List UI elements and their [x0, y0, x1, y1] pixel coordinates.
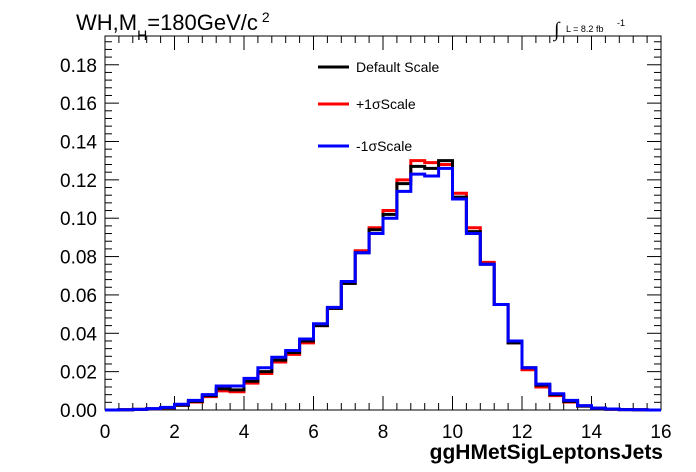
y-tick-label: 0.06 — [60, 286, 97, 307]
y-tick-label: 0.04 — [60, 324, 97, 345]
lumi-annotation: ∫ L = 8.2 fb -1 — [552, 18, 625, 42]
lumi-label: L = 8.2 fb — [566, 24, 603, 34]
plot-title: WH,MH=180GeV/c 2 — [76, 9, 270, 43]
title-prefix: WH,M — [76, 10, 137, 35]
legend-label: Default Scale — [356, 59, 439, 75]
series-line-2 — [105, 166, 661, 412]
x-axis-label: ggHMetSigLeptonsJets — [430, 441, 663, 464]
title-suffix: =180GeV/c — [147, 10, 258, 35]
series-group — [105, 159, 661, 412]
x-tick-label: 12 — [511, 422, 532, 443]
lumi-superscript: -1 — [617, 18, 625, 28]
y-tick-label: 0.14 — [60, 132, 97, 153]
series-line-0 — [105, 159, 661, 412]
x-tick-label: 0 — [100, 422, 111, 443]
y-tick-label: 0.16 — [60, 94, 97, 115]
series-line-1 — [105, 159, 661, 412]
y-tick-label: 0.08 — [60, 248, 97, 269]
title-superscript: 2 — [262, 9, 270, 25]
x-tick-label: 8 — [378, 422, 389, 443]
x-axis: 0 2 4 6 8 10 12 14 16 — [100, 36, 672, 443]
y-tick-label: 0.00 — [60, 401, 97, 422]
x-tick-label: 2 — [169, 422, 180, 443]
x-tick-label: 16 — [650, 422, 671, 443]
y-tick-label: 0.10 — [60, 209, 97, 230]
y-axis: 0.00 0.02 0.04 0.06 0.08 0.10 0.12 0.14 0.16 0.18 — [60, 41, 661, 422]
x-tick-label: 10 — [442, 422, 463, 443]
legend: Default Scale +1σScale -1σScale — [318, 59, 439, 154]
title-subscript: H — [137, 27, 147, 43]
legend-label: -1σScale — [356, 138, 412, 154]
x-tick-label: 14 — [581, 422, 603, 443]
y-tick-label: 0.02 — [60, 363, 97, 384]
integral-sign: ∫ — [552, 19, 561, 42]
x-tick-label: 4 — [239, 422, 250, 443]
y-tick-label: 0.12 — [60, 171, 97, 192]
y-tick-label: 0.18 — [60, 56, 97, 77]
legend-label: +1σScale — [356, 96, 416, 112]
x-tick-label: 6 — [308, 422, 319, 443]
